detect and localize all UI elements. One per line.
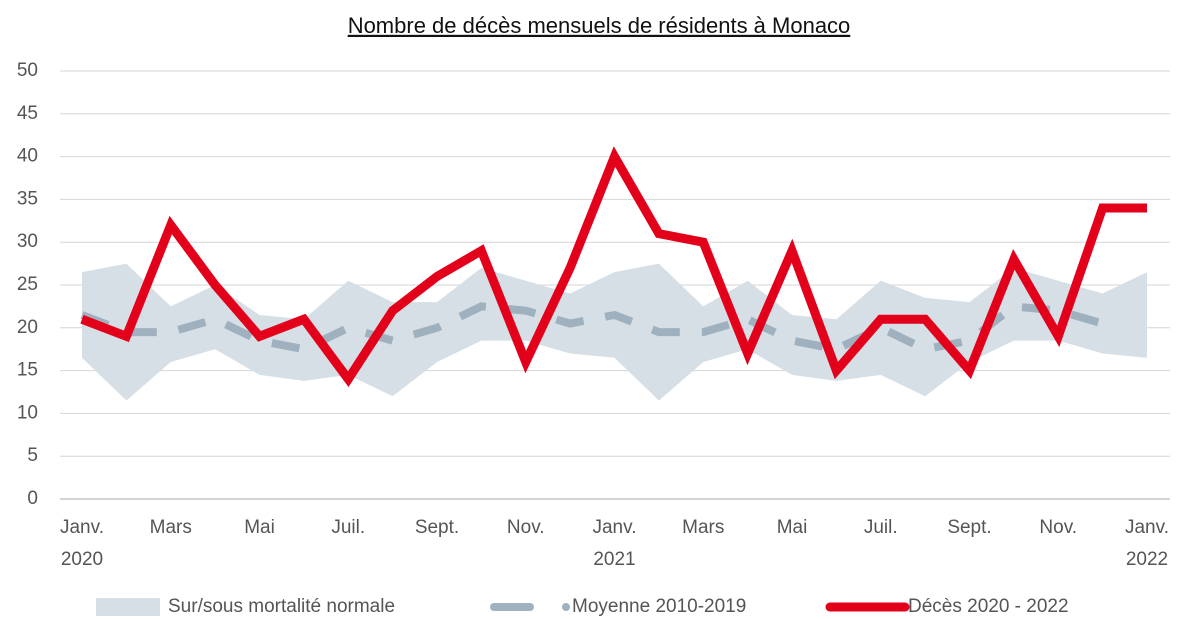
x-tick-label: Juil. bbox=[864, 517, 898, 538]
x-tick-label: Mars bbox=[150, 517, 192, 538]
y-tick-label: 25 bbox=[17, 274, 38, 295]
y-tick-label: 40 bbox=[17, 146, 38, 167]
y-tick-label: 35 bbox=[17, 188, 38, 209]
x-tick-label: Mai bbox=[244, 517, 275, 538]
y-tick-label: 20 bbox=[17, 317, 38, 338]
legend-swatch bbox=[96, 598, 160, 616]
legend-label: Moyenne 2010-2019 bbox=[572, 596, 746, 617]
x-tick-label: Mai bbox=[777, 517, 808, 538]
x-tick-label: Janv. 2020 bbox=[60, 517, 104, 570]
y-tick-label: 5 bbox=[27, 445, 38, 466]
y-tick-label: 15 bbox=[17, 360, 38, 381]
y-tick-label: 10 bbox=[17, 402, 38, 423]
band-area bbox=[82, 263, 1147, 401]
legend-label: Décès 2020 - 2022 bbox=[908, 596, 1069, 617]
x-tick-label: Mars bbox=[682, 517, 724, 538]
x-tick-label: Sept. bbox=[947, 517, 991, 538]
x-tick-label: Janv. 2021 bbox=[592, 517, 636, 570]
x-tick-label: Nov. bbox=[507, 517, 545, 538]
x-tick-label: Janv. 2022 bbox=[1125, 517, 1169, 570]
y-tick-label: 45 bbox=[17, 103, 38, 124]
y-tick-label: 30 bbox=[17, 231, 38, 252]
legend-swatch bbox=[562, 603, 570, 611]
y-tick-label: 50 bbox=[17, 60, 38, 81]
x-tick-label: Juil. bbox=[331, 517, 365, 538]
chart-title: Nombre de décès mensuels de résidents à … bbox=[348, 13, 851, 38]
y-tick-label: 0 bbox=[27, 488, 38, 509]
legend-label: Sur/sous mortalité normale bbox=[168, 596, 395, 617]
series-line bbox=[80, 146, 1147, 388]
x-tick-label: Sept. bbox=[415, 517, 459, 538]
x-tick-label: Nov. bbox=[1039, 517, 1077, 538]
